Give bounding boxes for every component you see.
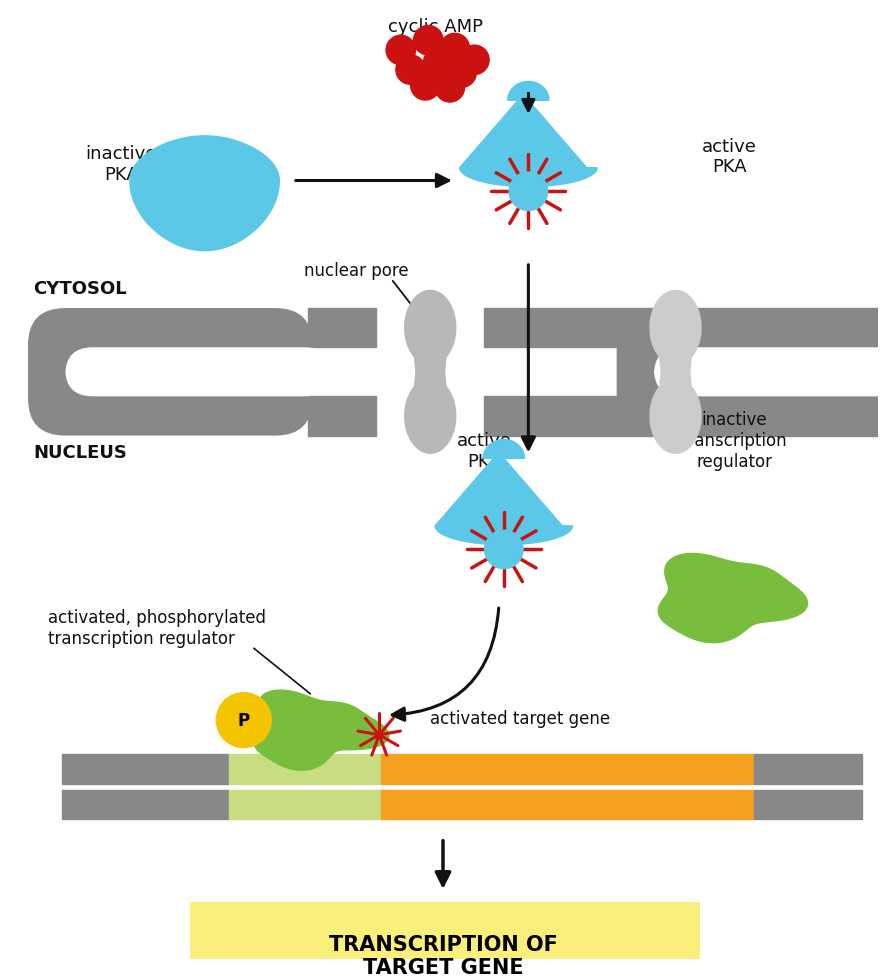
Polygon shape xyxy=(658,554,807,643)
Circle shape xyxy=(424,49,453,78)
FancyBboxPatch shape xyxy=(28,309,313,436)
Bar xyxy=(229,755,381,784)
FancyBboxPatch shape xyxy=(617,309,852,436)
Polygon shape xyxy=(659,351,692,394)
Polygon shape xyxy=(460,82,597,188)
Text: NUCLEUS: NUCLEUS xyxy=(33,444,127,462)
Text: active
PKA: active PKA xyxy=(457,431,511,470)
Circle shape xyxy=(440,34,470,64)
Text: TRANSCRIPTION OF
TARGET GENE: TRANSCRIPTION OF TARGET GENE xyxy=(329,934,557,977)
Bar xyxy=(62,755,229,784)
Bar xyxy=(754,790,862,820)
Bar xyxy=(381,790,754,820)
Circle shape xyxy=(410,71,440,101)
Bar xyxy=(485,309,499,348)
Bar xyxy=(485,397,499,436)
Circle shape xyxy=(396,56,425,85)
Bar xyxy=(754,755,862,784)
FancyBboxPatch shape xyxy=(654,348,886,397)
Bar xyxy=(499,309,878,348)
Bar xyxy=(499,397,878,436)
Polygon shape xyxy=(414,351,447,394)
Text: inactive
PKA: inactive PKA xyxy=(86,146,157,184)
Polygon shape xyxy=(405,291,455,366)
Text: nuclear pore: nuclear pore xyxy=(305,261,409,280)
Bar xyxy=(307,397,377,436)
Circle shape xyxy=(414,26,443,56)
FancyBboxPatch shape xyxy=(190,902,700,978)
Text: activated, phosphorylated
transcription regulator: activated, phosphorylated transcription … xyxy=(48,608,266,646)
Circle shape xyxy=(509,173,548,211)
Text: CYTOSOL: CYTOSOL xyxy=(33,280,127,298)
Bar xyxy=(381,755,754,784)
Text: P: P xyxy=(237,711,250,730)
Polygon shape xyxy=(650,291,701,366)
Polygon shape xyxy=(254,690,389,771)
Circle shape xyxy=(435,73,464,103)
Text: cyclic AMP: cyclic AMP xyxy=(388,18,483,35)
Polygon shape xyxy=(405,379,455,454)
Bar xyxy=(62,790,229,820)
Bar xyxy=(229,790,381,820)
Circle shape xyxy=(460,46,489,75)
Circle shape xyxy=(447,59,477,88)
Text: active
PKA: active PKA xyxy=(702,138,757,176)
Polygon shape xyxy=(130,137,279,251)
Circle shape xyxy=(485,531,523,569)
Polygon shape xyxy=(435,440,572,545)
Circle shape xyxy=(216,693,271,748)
Circle shape xyxy=(386,36,416,66)
Text: activated target gene: activated target gene xyxy=(431,709,610,728)
FancyBboxPatch shape xyxy=(66,348,332,397)
Text: inactive
transcription
regulator: inactive transcription regulator xyxy=(681,411,787,470)
Bar xyxy=(307,309,377,348)
Polygon shape xyxy=(650,379,701,454)
